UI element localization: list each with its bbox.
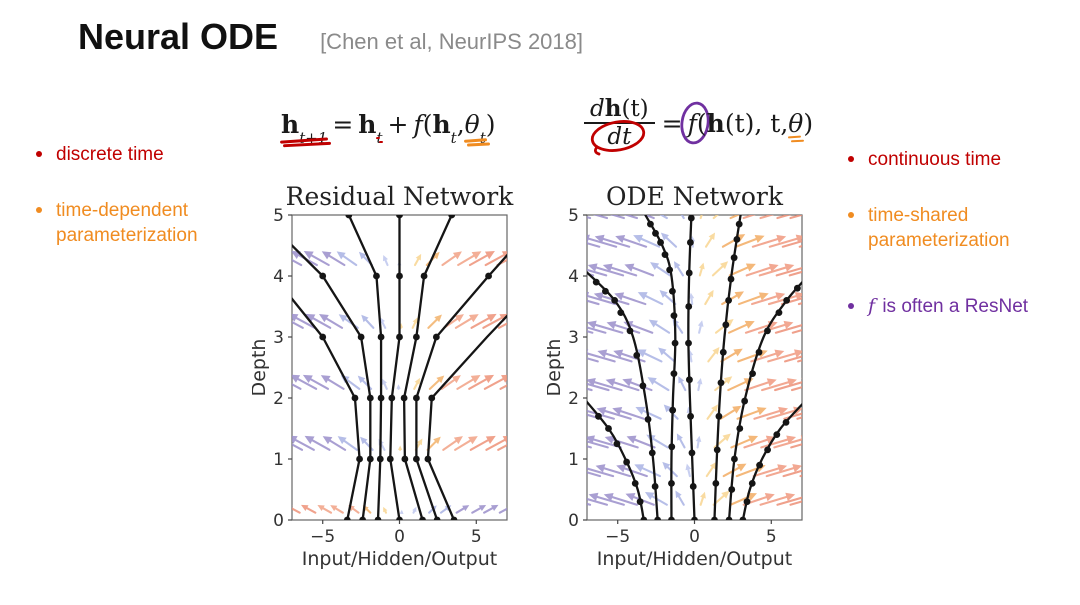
- eq-term-h-t: ht: [358, 109, 383, 147]
- svg-text:0: 0: [568, 511, 579, 531]
- left-bullet-list: discrete time time-dependent parameteriz…: [36, 142, 261, 279]
- bullet-dot: [848, 212, 854, 218]
- bullet-dot: [36, 207, 42, 213]
- svg-text:0: 0: [394, 527, 405, 547]
- bullet-text: f is often a ResNet: [868, 295, 1029, 317]
- equals-sign: =: [332, 109, 354, 139]
- svg-text:4: 4: [568, 267, 579, 287]
- svg-text:1: 1: [568, 450, 579, 470]
- residual-equation: ht+1 = ht + f(ht, θt ): [281, 103, 496, 147]
- svg-text:0: 0: [273, 511, 284, 531]
- fraction-numerator: dh(t): [590, 95, 649, 123]
- bullet-text: time-dependent parameterization: [56, 200, 198, 246]
- bullet-text: time-shared parameterization: [868, 205, 1010, 251]
- svg-text:5: 5: [766, 527, 777, 547]
- bullet-continuous-time: continuous time: [848, 147, 1073, 172]
- svg-text:2: 2: [568, 389, 579, 409]
- vector-field-arrows: [587, 215, 802, 506]
- eq-term-f: f: [680, 101, 710, 144]
- svg-text:3: 3: [568, 328, 579, 348]
- svg-text:3: 3: [273, 328, 284, 348]
- eq-term-theta-t: θt: [464, 109, 486, 147]
- svg-text:ODE Network: ODE Network: [606, 183, 784, 211]
- svg-text:2: 2: [273, 389, 284, 409]
- close-paren: ): [803, 108, 814, 138]
- derivative-fraction: dh(t) dt: [584, 95, 655, 156]
- trajectories: [292, 215, 507, 520]
- svg-text:5: 5: [273, 206, 284, 226]
- svg-text:5: 5: [471, 527, 482, 547]
- svg-text:1: 1: [273, 450, 284, 470]
- bullet-f-resnet: f is often a ResNet: [848, 294, 1073, 319]
- x-axis-label: Input/Hidden/Output: [597, 548, 792, 570]
- header: Neural ODE [Chen et al, NeurIPS 2018]: [78, 16, 583, 58]
- fraction-denominator: dt: [591, 120, 646, 156]
- italic-f: f: [868, 295, 876, 317]
- right-bullet-list: continuous time time-shared parameteriza…: [848, 147, 1073, 350]
- bullet-text: continuous time: [868, 149, 1002, 170]
- bullet-text: discrete time: [56, 144, 164, 165]
- close-paren: ): [485, 109, 496, 139]
- plus-sign: +: [387, 109, 409, 139]
- bullet-dot: [848, 303, 854, 309]
- bullet-time-dependent: time-dependent parameterization: [36, 198, 261, 248]
- eq-term-h-t1: ht+1: [281, 109, 328, 147]
- trajectories: [587, 215, 802, 520]
- eq-term-theta: θ: [788, 109, 803, 138]
- bullet-dot: [36, 151, 42, 157]
- svg-text:4: 4: [273, 267, 284, 287]
- x-axis-label: Input/Hidden/Output: [302, 548, 497, 570]
- page-title: Neural ODE: [78, 16, 279, 57]
- bullet-discrete-time: discrete time: [36, 142, 261, 167]
- bullet-dot: [848, 156, 854, 162]
- y-axis-label: Depth: [252, 339, 270, 397]
- vector-field-arrows: [292, 250, 507, 515]
- svg-text:Residual Network: Residual Network: [286, 183, 515, 211]
- equals-sign: =: [661, 108, 683, 138]
- citation: [Chen et al, NeurIPS 2018]: [320, 29, 583, 54]
- svg-text:−5: −5: [310, 527, 335, 547]
- y-axis-label: Depth: [547, 339, 565, 397]
- svg-text:0: 0: [689, 527, 700, 547]
- svg-text:−5: −5: [605, 527, 630, 547]
- bullet-time-shared: time-shared parameterization: [848, 203, 1073, 253]
- ode-equation: dh(t) dt = f (h(t), t, θ ): [584, 90, 813, 156]
- eq-term-f: f(ht,: [413, 109, 465, 147]
- eq-term-h-of-t: (h(t), t,: [696, 108, 789, 138]
- svg-text:5: 5: [568, 206, 579, 226]
